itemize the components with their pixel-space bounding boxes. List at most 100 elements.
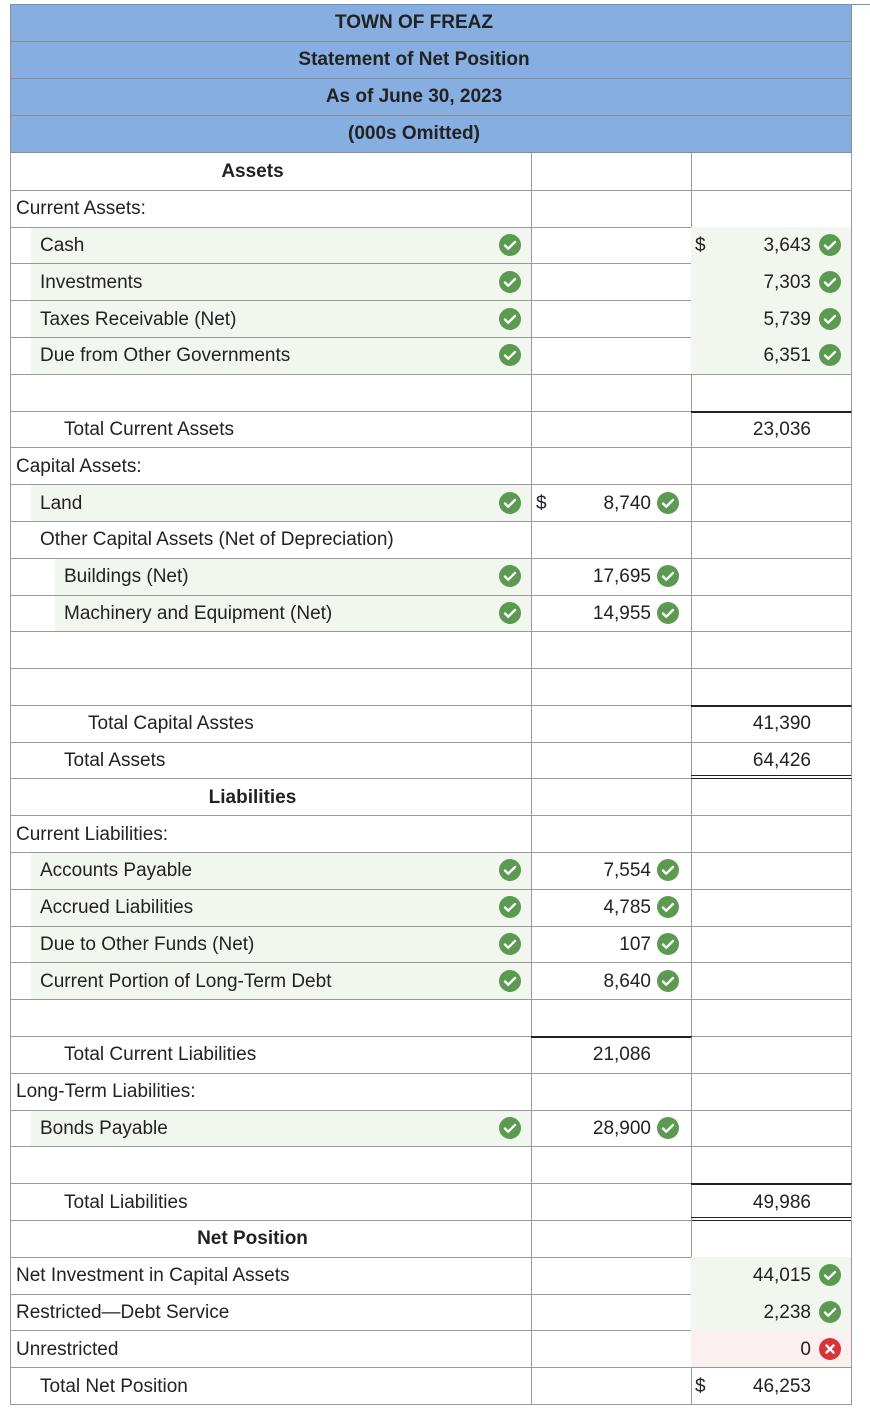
label-cell (10, 962, 532, 1001)
input-highlight (31, 227, 531, 264)
right-cell (691, 1072, 852, 1111)
check-icon (499, 565, 521, 588)
label-cell (10, 1183, 532, 1222)
middle-cell (531, 925, 692, 964)
row-label: Unrestricted (16, 1338, 119, 1360)
middle-cell (531, 1330, 692, 1369)
check-icon (657, 565, 679, 588)
label-cell (10, 410, 532, 449)
amount: 46,253 (752, 1375, 811, 1397)
check-icon (499, 491, 521, 514)
header-row: (000s Omitted) (10, 116, 852, 153)
label-cell (10, 1330, 532, 1369)
amount: 5,739 (763, 308, 811, 330)
middle-cell (531, 263, 692, 302)
input-highlight (55, 595, 531, 632)
row-label: Total Assets (64, 750, 166, 772)
check-icon (499, 1117, 521, 1140)
row-label: Total Capital Asstes (88, 713, 254, 735)
right-cell (691, 520, 852, 559)
header-row: As of June 30, 2023 (10, 79, 852, 116)
label-cell (10, 594, 532, 633)
middle-cell (531, 1367, 692, 1405)
check-icon (819, 344, 841, 367)
label-cell (10, 1109, 532, 1148)
input-highlight (31, 264, 531, 301)
check-icon (657, 1117, 679, 1140)
label-cell (10, 189, 532, 228)
row-label: Accrued Liabilities (40, 897, 194, 919)
amount: 7,554 (603, 860, 651, 882)
right-cell (691, 962, 852, 1001)
check-icon (499, 270, 521, 293)
label-cell (10, 668, 532, 706)
amount: 17,695 (592, 566, 651, 588)
label-cell (10, 888, 532, 927)
label-cell (10, 741, 532, 780)
section-heading: Net Position (197, 1228, 308, 1250)
check-icon (499, 233, 521, 256)
label-cell (10, 153, 532, 191)
middle-cell (531, 962, 692, 1001)
right-cell (691, 778, 852, 817)
label-cell (10, 852, 532, 890)
middle-cell (531, 300, 692, 338)
middle-cell (531, 1072, 692, 1111)
currency-symbol: $ (695, 234, 706, 256)
row-label: Total Liabilities (64, 1191, 188, 1213)
row-label: Cash (40, 234, 85, 256)
right-cell (691, 410, 852, 449)
label-cell (10, 1256, 532, 1295)
check-icon (499, 933, 521, 956)
check-icon (657, 933, 679, 956)
middle-cell (531, 1220, 692, 1258)
right-cell (691, 668, 852, 706)
middle-cell (531, 336, 692, 375)
right-cell (691, 741, 852, 780)
middle-cell (531, 815, 692, 854)
input-highlight (31, 337, 531, 374)
label-cell (10, 704, 532, 743)
amount: 7,303 (763, 271, 811, 293)
middle-cell (531, 1183, 692, 1222)
right-cell (691, 447, 852, 486)
middle-cell (531, 226, 692, 265)
label-cell (10, 300, 532, 338)
amount: 8,640 (603, 970, 651, 992)
right-cell (691, 153, 852, 191)
middle-cell (531, 1109, 692, 1148)
row-label: Current Assets: (16, 198, 146, 220)
row-label: Other Capital Assets (Net of Depreciatio… (40, 529, 394, 551)
check-icon (499, 344, 521, 367)
label-cell (10, 373, 532, 412)
currency-symbol: $ (536, 492, 547, 514)
right-cell (691, 888, 852, 927)
row-label: Due to Other Funds (Net) (40, 934, 255, 956)
input-highlight (55, 558, 531, 595)
amount: 0 (800, 1338, 811, 1360)
amount: 6,351 (763, 345, 811, 367)
label-cell (10, 263, 532, 302)
middle-cell (531, 1256, 692, 1295)
right-cell (691, 1146, 852, 1185)
row-label: Current Liabilities: (16, 823, 169, 845)
row-label: Buildings (Net) (64, 566, 189, 588)
top-rule (10, 4, 870, 5)
row-label: Restricted—Debt Service (16, 1302, 230, 1323)
label-cell (10, 815, 532, 854)
label-cell (10, 925, 532, 964)
label-cell (10, 778, 532, 817)
amount: 8,740 (603, 492, 651, 514)
middle-cell (531, 189, 692, 228)
amount: 23,036 (752, 418, 811, 440)
row-label: Capital Assets: (16, 455, 142, 477)
row-label: Investments (40, 271, 143, 293)
check-icon (819, 1264, 841, 1287)
input-highlight (31, 889, 531, 926)
right-cell (691, 925, 852, 964)
row-label: Long-Term Liabilities: (16, 1081, 196, 1103)
section-heading: Liabilities (208, 786, 297, 808)
label-cell (10, 336, 532, 375)
right-cell (691, 373, 852, 412)
